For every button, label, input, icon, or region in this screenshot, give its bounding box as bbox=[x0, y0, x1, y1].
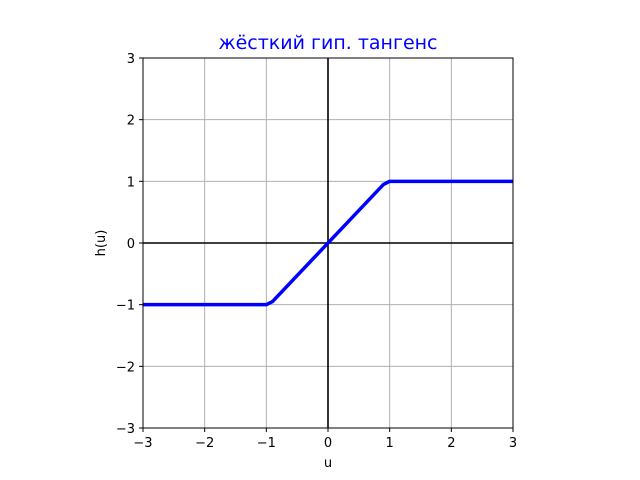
y-tick-label: −1 bbox=[116, 299, 135, 314]
x-tick-label: 0 bbox=[324, 436, 332, 451]
x-axis-label: u bbox=[324, 456, 332, 471]
chart-title: жёсткий гип. тангенс bbox=[218, 32, 437, 54]
y-tick-label: 2 bbox=[127, 114, 135, 129]
x-tick-label: 3 bbox=[509, 436, 517, 451]
y-tick-label: 3 bbox=[127, 52, 135, 67]
y-tick-label: 1 bbox=[127, 175, 135, 190]
y-tick-label: −2 bbox=[116, 360, 135, 375]
x-tick-label: −1 bbox=[257, 436, 276, 451]
y-tick-label: −3 bbox=[116, 422, 135, 437]
series-line bbox=[143, 179, 513, 307]
x-tick-label: 2 bbox=[447, 436, 455, 451]
y-axis-label: h(u) bbox=[94, 230, 109, 257]
series-layer bbox=[143, 179, 513, 307]
x-tick-label: −2 bbox=[195, 436, 214, 451]
x-tick-label: 1 bbox=[386, 436, 394, 451]
x-tick-label: −3 bbox=[133, 436, 152, 451]
ticks: −3 −2 −1 0 1 2 3 −3 −2 −1 0 1 2 3 bbox=[116, 52, 517, 451]
y-tick-label: 0 bbox=[127, 237, 135, 252]
